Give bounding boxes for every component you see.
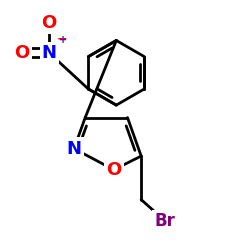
Text: O: O: [42, 14, 57, 32]
Text: N: N: [66, 140, 82, 158]
Text: +: +: [58, 36, 67, 46]
Text: O: O: [106, 161, 122, 179]
Text: Br: Br: [154, 212, 175, 230]
Text: O: O: [14, 44, 30, 62]
Text: N: N: [42, 44, 57, 62]
Text: −: −: [57, 32, 67, 46]
